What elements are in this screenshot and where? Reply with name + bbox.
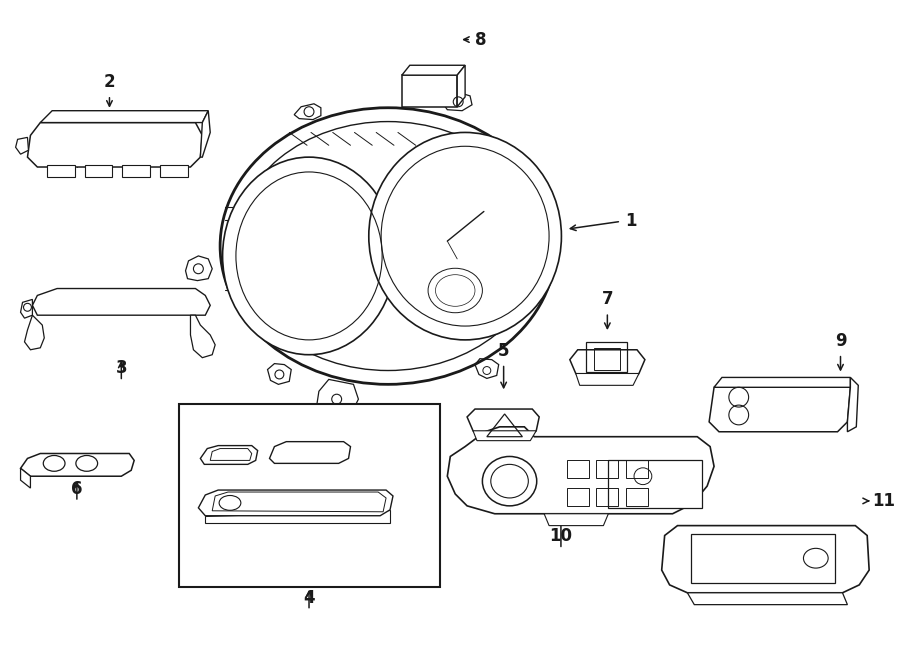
- Polygon shape: [570, 350, 645, 383]
- Polygon shape: [544, 514, 608, 526]
- Polygon shape: [447, 427, 714, 514]
- Ellipse shape: [222, 157, 395, 355]
- Ellipse shape: [482, 457, 536, 506]
- Polygon shape: [21, 299, 32, 318]
- Polygon shape: [21, 468, 31, 488]
- Polygon shape: [185, 256, 212, 281]
- Polygon shape: [201, 111, 211, 157]
- Text: 6: 6: [71, 480, 83, 498]
- FancyBboxPatch shape: [85, 165, 112, 177]
- Polygon shape: [402, 66, 465, 75]
- Polygon shape: [198, 490, 393, 516]
- Polygon shape: [24, 315, 44, 350]
- Text: 5: 5: [498, 342, 509, 359]
- FancyBboxPatch shape: [160, 165, 187, 177]
- Polygon shape: [457, 66, 465, 107]
- Ellipse shape: [369, 132, 562, 340]
- Polygon shape: [688, 592, 848, 604]
- Polygon shape: [205, 510, 390, 523]
- Text: 7: 7: [601, 290, 613, 308]
- Polygon shape: [709, 379, 850, 432]
- Polygon shape: [201, 446, 257, 464]
- Polygon shape: [714, 377, 850, 387]
- Text: 9: 9: [834, 332, 846, 350]
- Polygon shape: [40, 111, 208, 122]
- Polygon shape: [467, 409, 539, 439]
- FancyBboxPatch shape: [47, 165, 75, 177]
- FancyBboxPatch shape: [122, 165, 150, 177]
- Text: 10: 10: [549, 528, 572, 545]
- Text: 4: 4: [303, 589, 315, 606]
- Text: 3: 3: [115, 359, 127, 377]
- Polygon shape: [576, 373, 639, 385]
- FancyBboxPatch shape: [691, 534, 834, 583]
- Text: 1: 1: [626, 213, 636, 230]
- Polygon shape: [191, 315, 215, 357]
- Text: 11: 11: [872, 492, 896, 510]
- Text: 2: 2: [104, 73, 115, 91]
- Polygon shape: [473, 431, 536, 441]
- Polygon shape: [32, 289, 211, 315]
- Polygon shape: [15, 138, 29, 154]
- Polygon shape: [28, 122, 202, 167]
- FancyBboxPatch shape: [178, 404, 440, 587]
- Polygon shape: [269, 442, 350, 463]
- FancyBboxPatch shape: [608, 460, 702, 508]
- Polygon shape: [662, 526, 869, 592]
- Polygon shape: [402, 75, 457, 107]
- Polygon shape: [21, 453, 134, 476]
- Polygon shape: [848, 377, 859, 432]
- Text: 8: 8: [475, 30, 487, 48]
